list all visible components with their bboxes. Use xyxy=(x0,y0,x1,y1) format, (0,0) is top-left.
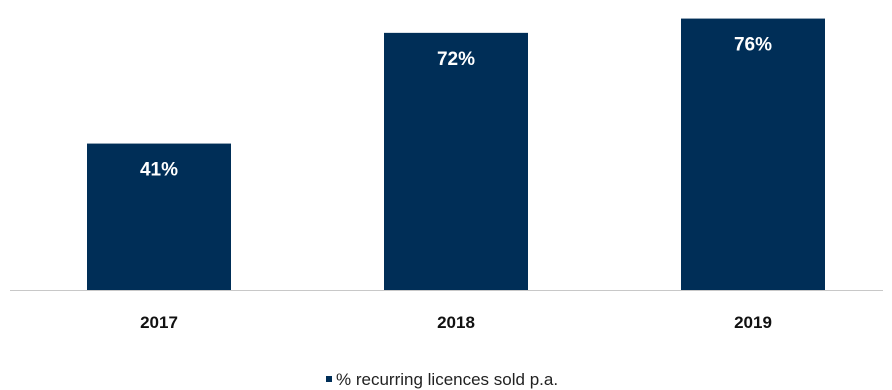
x-tick-label-2018: 2018 xyxy=(437,313,475,332)
x-tick-labels: 2017 2018 2019 xyxy=(140,313,772,332)
bar-2018 xyxy=(384,32,528,290)
legend-swatch xyxy=(326,376,332,382)
data-labels-group: 41% 72% 76% xyxy=(140,35,772,181)
data-label-2017: 41% xyxy=(140,160,178,181)
bars-group xyxy=(87,18,825,290)
legend-label: % recurring licences sold p.a. xyxy=(336,370,558,389)
legend: % recurring licences sold p.a. xyxy=(326,370,558,389)
x-tick-label-2017: 2017 xyxy=(140,313,178,332)
data-label-2019: 76% xyxy=(734,35,772,56)
data-label-2018: 72% xyxy=(437,49,475,70)
bar-2017 xyxy=(87,143,231,290)
x-tick-label-2019: 2019 xyxy=(734,313,772,332)
bar-2019 xyxy=(681,18,825,290)
